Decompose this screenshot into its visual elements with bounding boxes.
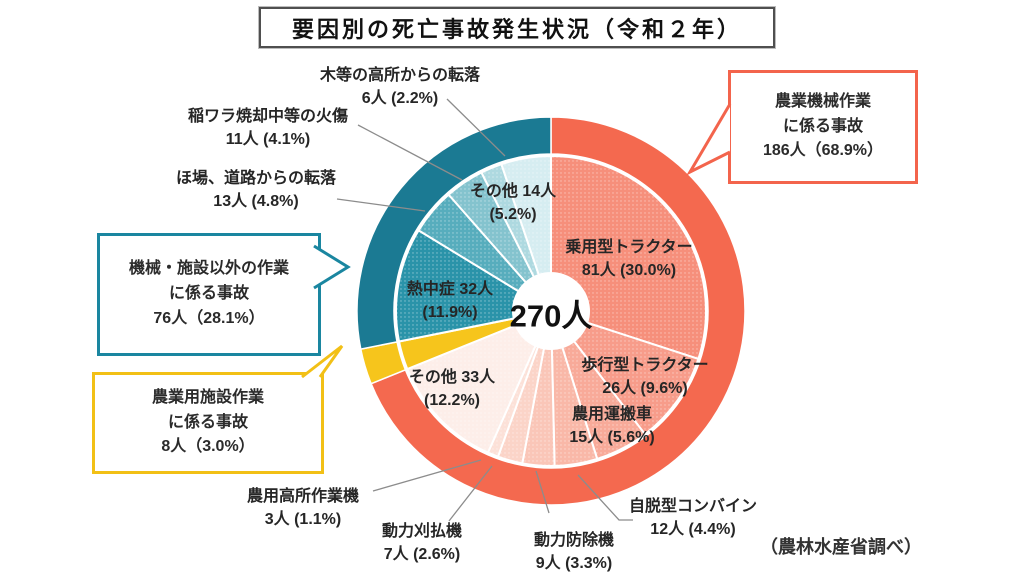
segment-label-heatstroke: 熱中症 32人 (11.9%) (406, 280, 494, 321)
segment-label-power-sprayer: 動力防除機 9人 (3.3%) (533, 531, 615, 572)
center-total: 270人 (509, 298, 593, 334)
segment-label-straw-burning-burns: 稲ワラ焼却中等の火傷 11人 (4.1%) (187, 107, 349, 148)
callout-machinery-accidents: 農業機械作業 に係る事故 186人（68.9%） (728, 70, 918, 184)
source-note: （農林水産省調べ） (760, 537, 922, 557)
segment-label-brush-cutter: 動力刈払機 7人 (2.6%) (381, 522, 463, 563)
callout-pointer-red (686, 103, 732, 176)
segment-label-riding-tractor: 乗用型トラクター 81人 (30.0%) (565, 238, 693, 279)
callout-value: 76人（28.1%） (153, 309, 265, 327)
callout-pointer-yellow (301, 344, 344, 379)
callout-value: 8人（3.0%） (161, 438, 255, 456)
callout-line: 農業機械作業 (774, 92, 871, 110)
callout-line: に係る事故 (168, 285, 249, 303)
callout-line: 農業用施設作業 (151, 388, 264, 406)
callout-line: に係る事故 (782, 117, 863, 135)
callout-line: に係る事故 (167, 413, 248, 431)
segment-label-non-machinery-other: その他 14人 (5.2%) (469, 182, 557, 223)
segment-label-farm-transporter: 農用運搬車 15人 (5.6%) (569, 405, 655, 446)
callout-pointer-teal (313, 244, 351, 290)
callout-facility-accidents: 農業用施設作業 に係る事故 8人（3.0%） (92, 372, 324, 474)
callout-value: 186人（68.9%） (762, 142, 884, 160)
segment-label-fall-from-trees: 木等の高所からの転落 6人 (2.2%) (319, 66, 481, 107)
segment-label-machinery-other: その他 33人 (12.2%) (408, 368, 496, 409)
segment-label-aerial-work-machine: 農用高所作業機 3人 (1.1%) (246, 487, 360, 528)
segment-label-head-feeding-combine: 自脱型コンバイン 12人 (4.4%) (628, 497, 758, 538)
page-title: 要因別の死亡事故発生状況（令和２年） (258, 6, 776, 49)
page-title-text: 要因別の死亡事故発生状況（令和２年） (291, 16, 742, 42)
segment-label-fall-from-field-road: ほ場、道路からの転落 13人 (4.8%) (175, 169, 337, 210)
callout-non-machinery-accidents: 機械・施設以外の作業 に係る事故 76人（28.1%） (97, 233, 321, 356)
segment-label-walking-tractor: 歩行型トラクター 26人 (9.6%) (581, 356, 709, 397)
callout-line: 機械・施設以外の作業 (128, 260, 289, 278)
